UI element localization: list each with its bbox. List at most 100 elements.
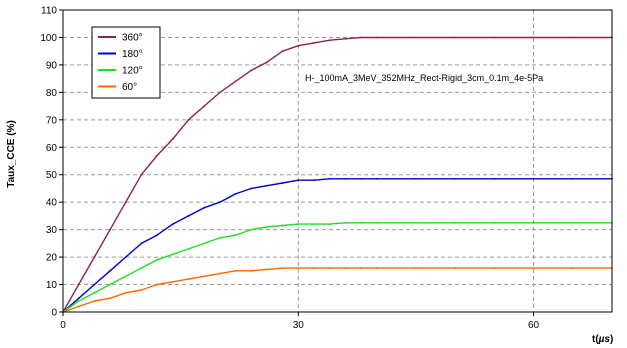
- x-axis: 0 30 60: [60, 312, 540, 331]
- data-point: [250, 69, 253, 72]
- data-point: [219, 201, 221, 204]
- data-point: [344, 221, 347, 224]
- data-point: [234, 234, 237, 237]
- data-point: [187, 215, 190, 217]
- data-point: [313, 223, 315, 226]
- y-tick-label: 60: [46, 143, 58, 154]
- data-point: [109, 228, 111, 231]
- data-point: [532, 221, 535, 224]
- chart-annotation: H-_100mA_3MeV_352MHz_Rect-Rigid_3cm_0.1m…: [305, 73, 543, 83]
- data-point: [93, 300, 96, 302]
- data-point: [266, 226, 268, 228]
- data-point: [140, 267, 143, 269]
- y-tick-label: 110: [41, 6, 57, 17]
- data-point: [454, 177, 456, 180]
- data-point: [171, 253, 174, 256]
- data-point: [571, 36, 574, 39]
- x-axis-label-suffix: ): [610, 334, 613, 345]
- x-tick-label: 0: [60, 320, 66, 331]
- data-point: [344, 267, 347, 269]
- y-axis: 0 10 20 30 40 50 60 70 80 90 100 110: [40, 6, 63, 319]
- data-point: [297, 223, 300, 226]
- data-point: [415, 221, 417, 224]
- data-point: [344, 177, 347, 180]
- data-point: [203, 275, 206, 278]
- data-point: [360, 267, 362, 269]
- y-tick-label: 20: [46, 253, 58, 264]
- data-point: [532, 177, 535, 180]
- data-point: [266, 184, 268, 187]
- y-tick-label: 0: [51, 308, 57, 319]
- data-point: [281, 182, 284, 184]
- y-axis-label: Taux_CCE (%): [6, 120, 17, 188]
- data-point: [93, 283, 96, 286]
- legend-label: 180°: [122, 49, 143, 60]
- data-point: [375, 36, 378, 39]
- data-point: [281, 267, 284, 269]
- legend-label: 360°: [122, 33, 143, 44]
- data-point: [415, 267, 417, 269]
- legend: 360° 180° 120° 60°: [91, 26, 161, 99]
- data-point: [219, 237, 221, 239]
- data-point: [375, 177, 378, 180]
- data-point: [281, 50, 284, 53]
- data-point: [203, 206, 206, 209]
- data-point: [571, 177, 574, 180]
- data-point: [93, 291, 96, 294]
- data-point: [171, 280, 174, 283]
- x-axis-label-unit: µs: [598, 334, 611, 345]
- data-point: [234, 80, 237, 83]
- data-point: [234, 193, 237, 195]
- data-point: [171, 223, 174, 226]
- data-point: [156, 258, 159, 261]
- data-point: [250, 228, 253, 231]
- data-point: [360, 36, 362, 39]
- data-point: [297, 267, 300, 269]
- x-axis-label: t(µs): [592, 334, 613, 345]
- data-point: [93, 256, 96, 258]
- data-point: [219, 91, 221, 94]
- data-point: [297, 179, 300, 182]
- legend-label: 60°: [122, 82, 137, 93]
- data-point: [328, 177, 331, 180]
- data-point: [203, 105, 206, 107]
- data-point: [250, 269, 253, 272]
- data-point: [375, 267, 378, 269]
- data-point: [328, 223, 331, 226]
- data-point: [250, 187, 253, 190]
- data-point: [140, 242, 143, 245]
- y-tick-label: 10: [46, 280, 58, 291]
- data-point: [375, 221, 378, 224]
- data-point: [415, 36, 417, 39]
- y-tick-label: 40: [46, 198, 58, 209]
- data-point: [297, 44, 300, 47]
- y-tick-label: 70: [46, 115, 58, 126]
- data-point: [109, 269, 111, 272]
- data-point: [234, 269, 237, 272]
- data-point: [493, 177, 496, 180]
- data-point: [124, 201, 127, 204]
- y-tick-label: 80: [46, 88, 58, 99]
- data-point: [203, 242, 206, 245]
- data-point: [313, 267, 315, 269]
- data-point: [532, 267, 535, 269]
- x-tick-label: 60: [528, 320, 540, 331]
- data-point: [109, 283, 111, 286]
- legend-label: 120°: [122, 66, 143, 77]
- data-point: [266, 268, 268, 271]
- data-point: [140, 173, 143, 176]
- data-point: [493, 267, 496, 269]
- data-point: [571, 221, 574, 224]
- plot-frame: [62, 9, 613, 313]
- data-point: [281, 224, 284, 227]
- data-point: [187, 248, 190, 250]
- data-point: [77, 305, 80, 308]
- data-point: [140, 289, 143, 291]
- data-point: [571, 267, 574, 269]
- data-point: [415, 177, 417, 180]
- data-point: [156, 154, 159, 157]
- data-point: [454, 36, 456, 39]
- data-point: [109, 297, 111, 300]
- data-point: [77, 297, 80, 300]
